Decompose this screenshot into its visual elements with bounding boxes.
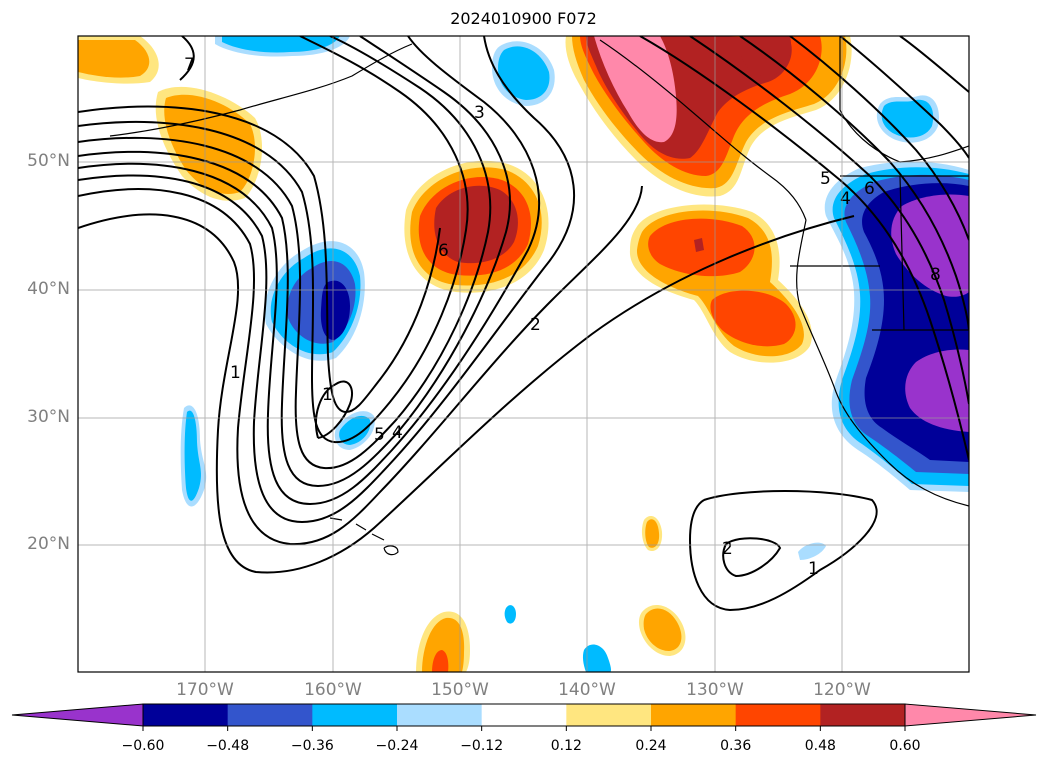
- colorbar-extend-low: [11, 703, 144, 727]
- contour-label: 3: [474, 103, 485, 123]
- contour-east-3: [739, 36, 969, 331]
- lat-label-20n: 20°N: [27, 534, 70, 554]
- contour-west-3: [78, 36, 576, 524]
- contour-east-1: [639, 36, 969, 461]
- fill-nw-orange-core: [78, 40, 150, 78]
- gulf-of-alaska-coast: [599, 39, 807, 221]
- contour-2-subtropical: [688, 490, 878, 612]
- colorbar-segment: [566, 704, 652, 726]
- fill-135w-south: [643, 608, 682, 651]
- us-state-border-3: [899, 175, 905, 331]
- lon-label-140w: 140°W: [558, 680, 616, 700]
- contour-label: 4: [392, 423, 403, 443]
- colorbar-tick-label: −0.36: [290, 738, 334, 754]
- us-west-coast: [796, 219, 969, 507]
- contours: [78, 36, 969, 612]
- fill-150w-south: [422, 617, 465, 672]
- contour-label: 1: [808, 559, 819, 579]
- contour-2-inner: [722, 537, 782, 578]
- contour-west-8: [78, 105, 441, 414]
- map-title: 2024010900 F072: [450, 9, 597, 28]
- colorbar-segment: [227, 704, 313, 726]
- fill-133w-redorange-south: [710, 290, 796, 347]
- contour-west-6: [78, 36, 492, 470]
- plot-area: 7 3 6 2 1 1 5 4 2 1 5 4 6 8: [78, 36, 969, 672]
- contour-label: 5: [820, 169, 831, 189]
- contour-label: 7: [184, 55, 195, 75]
- lat-label-50n: 50°N: [27, 151, 70, 171]
- lon-label-130w: 130°W: [686, 680, 744, 700]
- colorbar-extend-high: [904, 703, 1037, 727]
- fill-122w-cyan: [798, 542, 826, 560]
- contour-west-2: [78, 185, 643, 546]
- colorbar-frame: [142, 703, 906, 727]
- contour-7-nw: [179, 36, 195, 81]
- colorbar-segment: [651, 704, 737, 726]
- contour-1-loop: [315, 380, 354, 439]
- colorbar-tick-label: 0.36: [720, 738, 752, 754]
- lon-label-150w: 150°W: [431, 680, 489, 700]
- fill-135w-orange: [645, 519, 660, 548]
- graticule: [78, 36, 969, 672]
- hawaii-islands: [329, 517, 399, 556]
- fill-169w-cyan: [184, 410, 201, 501]
- fill-146w-cyan: [504, 605, 516, 624]
- contour-label: 2: [530, 315, 541, 335]
- colorbar: [11, 703, 1037, 731]
- colorbar-segment: [735, 704, 821, 726]
- colorbar-tick-label: 0.24: [635, 738, 667, 754]
- alaska-peninsula-coast: [109, 43, 413, 137]
- colorbar-tick-label: −0.24: [375, 738, 419, 754]
- lat-label-30n: 30°N: [27, 407, 70, 427]
- fill-uswest-purple-south: [905, 349, 969, 432]
- coastlines: [109, 36, 969, 556]
- fill-141w-cyan: [582, 644, 612, 672]
- contour-east-2: [689, 36, 969, 405]
- colorbar-segment: [397, 704, 483, 726]
- colorbar-tick-label: −0.48: [206, 738, 250, 754]
- colorbar-segment: [143, 704, 229, 726]
- fill-150w-darkred: [434, 185, 518, 264]
- contour-west-5: [78, 36, 511, 488]
- contour-west-7: [78, 36, 469, 444]
- contour-east-5: [839, 36, 969, 159]
- colorbar-segment: [481, 704, 567, 726]
- contour-label: 1: [322, 385, 333, 405]
- contour-label: 4: [840, 189, 851, 209]
- contour-outer-west: [78, 213, 855, 574]
- contour-east-4: [789, 36, 969, 241]
- fill-150w-south-red: [432, 650, 449, 672]
- plot-frame: [77, 35, 970, 673]
- contour-labels: 7 3 6 2 1 1 5 4 2 1 5 4 6 8: [184, 55, 941, 579]
- fill-gulf-pink: [594, 36, 677, 143]
- contour-east-6: [899, 36, 969, 93]
- lon-label-170w: 170°W: [176, 680, 234, 700]
- contour-label: 2: [722, 539, 733, 559]
- contour-label: 8: [930, 265, 941, 285]
- colorbar-tick-label: 0.60: [889, 738, 921, 754]
- contour-label: 6: [864, 179, 875, 199]
- fill-157w-cyan: [339, 415, 371, 445]
- colorbar-segment: [820, 704, 906, 726]
- contour-label: 5: [374, 425, 385, 445]
- fill-133w-darkred-dot: [694, 238, 704, 252]
- lat-label-40n: 40°N: [27, 279, 70, 299]
- colorbar-tick-label: 0.48: [804, 738, 836, 754]
- colorbar-tick-label: 0.12: [550, 738, 582, 754]
- contour-label: 1: [230, 363, 241, 383]
- colorbar-segment: [312, 704, 398, 726]
- colorbar-tick-label: −0.60: [121, 738, 165, 754]
- contour-west-4: [78, 36, 541, 506]
- lon-label-120w: 120°W: [813, 680, 871, 700]
- fill-145w-cyan: [498, 46, 550, 100]
- contour-label: 6: [438, 241, 449, 261]
- anomaly-fills: [78, 36, 969, 672]
- lon-label-160w: 160°W: [304, 680, 362, 700]
- colorbar-tick-label: −0.12: [460, 738, 504, 754]
